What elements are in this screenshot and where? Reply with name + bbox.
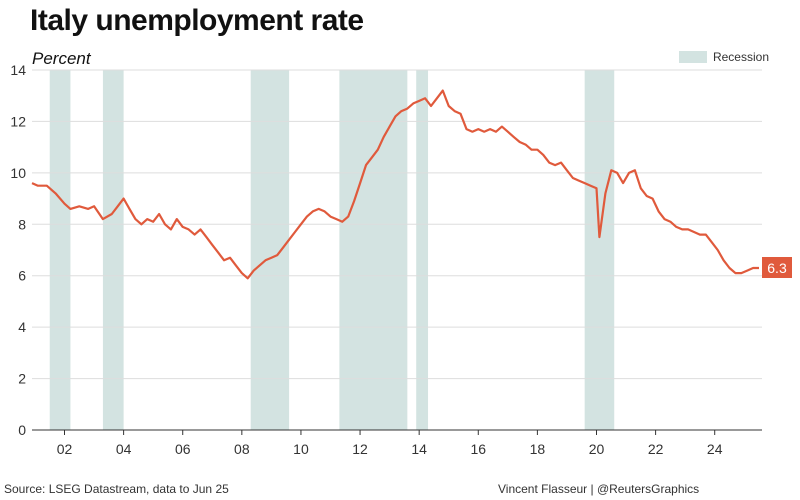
x-tick-label-12: 12 xyxy=(352,441,368,457)
y-tick-label-8: 8 xyxy=(18,216,26,232)
y-axis-unit-label: Percent xyxy=(32,49,91,68)
y-tick-label-0: 0 xyxy=(18,422,26,438)
x-tick-label-18: 18 xyxy=(530,441,546,457)
last-value-badge xyxy=(762,257,792,278)
y-tick-label-10: 10 xyxy=(10,165,26,181)
y-tick-label-12: 12 xyxy=(10,113,26,129)
x-tick-label-08: 08 xyxy=(234,441,250,457)
x-tick-label-22: 22 xyxy=(648,441,664,457)
legend-recession-label: Recession xyxy=(712,50,769,64)
chart-title: Italy unemployment rate xyxy=(30,4,364,37)
last-value-label: 6.3 xyxy=(767,260,787,276)
credit-note: Vincent Flasseur | @ReutersGraphics xyxy=(498,482,700,496)
x-tick-label-04: 04 xyxy=(116,441,132,457)
recession-band-5 xyxy=(416,70,429,430)
x-tick-label-06: 06 xyxy=(175,441,191,457)
source-note: Source: LSEG Datastream, data to Jun 25 xyxy=(4,482,229,496)
recession-band-1 xyxy=(49,70,71,430)
x-tick-label-20: 20 xyxy=(589,441,605,457)
y-tick-label-14: 14 xyxy=(10,62,26,78)
recession-band-4 xyxy=(339,70,408,430)
x-tick-label-02: 02 xyxy=(57,441,73,457)
recession-band-6 xyxy=(584,70,615,430)
x-tick-label-10: 10 xyxy=(293,441,309,457)
x-tick-label-16: 16 xyxy=(470,441,486,457)
legend: Recession xyxy=(678,50,769,64)
x-tick-label-14: 14 xyxy=(411,441,427,457)
recession-band-2 xyxy=(102,70,124,430)
x-tick-label-24: 24 xyxy=(707,441,723,457)
legend-recession-swatch xyxy=(678,51,707,63)
recession-band-3 xyxy=(250,70,290,430)
y-tick-label-4: 4 xyxy=(18,319,26,335)
y-tick-label-6: 6 xyxy=(18,268,26,284)
y-tick-label-2: 2 xyxy=(18,371,26,387)
unemployment-rate-line xyxy=(31,89,759,280)
